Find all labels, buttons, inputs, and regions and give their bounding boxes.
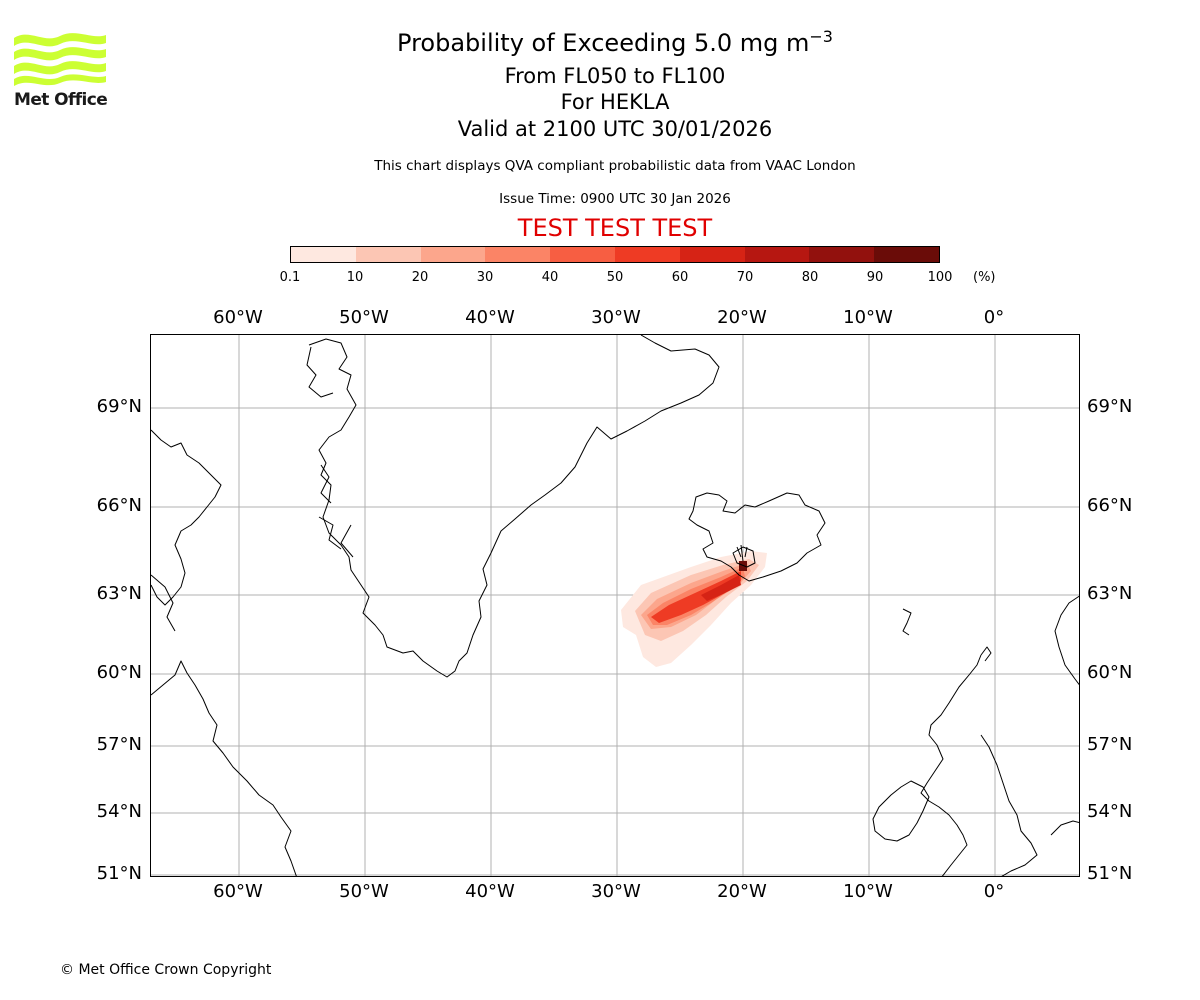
lat-label: 54°N: [1087, 801, 1133, 822]
copyright-notice: © Met Office Crown Copyright: [60, 962, 272, 978]
test-banner: TEST TEST TEST: [517, 214, 713, 242]
lat-label: 51°N: [1087, 863, 1133, 884]
title-text: Probability of Exceeding 5.0 mg m: [397, 29, 810, 57]
lat-label: 60°N: [96, 662, 142, 683]
greenland-fjord: [340, 524, 354, 558]
lon-label: 10°W: [843, 307, 893, 328]
ash-probability-plume: [621, 551, 767, 667]
colorbar-segment: [679, 247, 745, 262]
iceland-coast: [688, 492, 826, 582]
volcano-icon: [736, 544, 748, 562]
logo-wordmark: Met Office: [14, 90, 108, 110]
lon-label: 50°W: [339, 881, 389, 902]
lat-label: 51°N: [96, 863, 142, 884]
lon-label: 60°W: [213, 307, 263, 328]
colorbar-tick-label: 0.1: [279, 270, 301, 285]
title-exponent: −3: [809, 27, 833, 46]
lon-label: 0°: [983, 881, 1005, 902]
coastlines: [151, 335, 1079, 876]
colorbar-segment: [614, 247, 680, 262]
labrador-coast: [151, 660, 297, 876]
uk-east-coast: [980, 734, 1038, 876]
colorbar-tick-label: 90: [866, 270, 884, 285]
met-office-logo: Met Office: [14, 30, 109, 110]
lat-label: 63°N: [96, 583, 142, 604]
lon-label: 20°W: [717, 881, 767, 902]
colorbar-segment: [485, 247, 551, 262]
colorbar-unit: (%): [973, 270, 996, 285]
lat-label: 57°N: [1087, 734, 1133, 755]
north-sea-coast: [1050, 820, 1079, 836]
colorbar-segment: [550, 247, 615, 262]
colorbar-tick-label: 60: [671, 270, 689, 285]
map-canvas[interactable]: [151, 335, 1080, 877]
colorbar-tick-label: 30: [476, 270, 494, 285]
lat-label: 63°N: [1087, 583, 1133, 604]
lon-label: 30°W: [591, 307, 641, 328]
map-panel[interactable]: [150, 334, 1080, 877]
greenland-fjord: [318, 516, 342, 550]
plume-band-60: [701, 575, 741, 601]
norway-coast: [1054, 595, 1079, 686]
greenland-fjord: [320, 464, 332, 504]
ireland-coast: [872, 780, 930, 842]
colorbar-tick-label: 50: [606, 270, 624, 285]
lat-label: 66°N: [96, 495, 142, 516]
lat-label: 57°N: [96, 734, 142, 755]
colorbar-segment: [420, 247, 486, 262]
colorbar-tick-label: 80: [801, 270, 819, 285]
colorbar-tick-label: 100: [927, 270, 953, 285]
scotland-coast: [920, 654, 982, 876]
shetland-islands: [980, 646, 992, 662]
lon-label: 10°W: [843, 881, 893, 902]
canada-island: [151, 574, 176, 632]
graticule: [151, 335, 1079, 876]
lon-label: 0°: [983, 307, 1005, 328]
colorbar-tick-label: 70: [736, 270, 754, 285]
issue-time: Issue Time: 0900 UTC 30 Jan 2026: [499, 191, 731, 207]
colorbar-tick-label: 40: [541, 270, 559, 285]
colorbar-segment: [744, 247, 810, 262]
canada-coast: [151, 429, 222, 606]
lon-label: 20°W: [717, 307, 767, 328]
lat-label: 60°N: [1087, 662, 1133, 683]
lat-label: 69°N: [96, 396, 142, 417]
valid-time-subtitle: Valid at 2100 UTC 30/01/2026: [457, 117, 773, 141]
colorbar-segment: [809, 247, 875, 262]
lat-label: 54°N: [96, 801, 142, 822]
lon-label: 60°W: [213, 881, 263, 902]
volcano-subtitle: For HEKLA: [560, 90, 670, 114]
colorbar-segment: [291, 247, 356, 262]
greenland-coast: [308, 335, 720, 678]
flight-level-subtitle: From FL050 to FL100: [504, 64, 726, 88]
wave-logo-icon: [14, 33, 106, 86]
lon-label: 50°W: [339, 307, 389, 328]
disclaimer-text: This chart displays QVA compliant probab…: [374, 158, 856, 174]
volcano-icon: [732, 546, 756, 568]
lat-label: 66°N: [1087, 495, 1133, 516]
chart-title: Probability of Exceeding 5.0 mg m−3: [0, 27, 1200, 57]
greenland-island: [306, 346, 334, 398]
lon-label: 30°W: [591, 881, 641, 902]
lat-label: 69°N: [1087, 396, 1133, 417]
colorbar-segment: [355, 247, 421, 262]
lon-label: 40°W: [465, 881, 515, 902]
colorbar-segment: [874, 247, 939, 262]
colorbar-tick-label: 10: [346, 270, 364, 285]
colorbar-tick-label: 20: [411, 270, 429, 285]
plume-core: [739, 561, 747, 571]
plume-band-50: [651, 571, 741, 623]
lon-label: 40°W: [465, 307, 515, 328]
probability-colorbar: [290, 246, 940, 263]
faroe-islands: [902, 608, 912, 636]
